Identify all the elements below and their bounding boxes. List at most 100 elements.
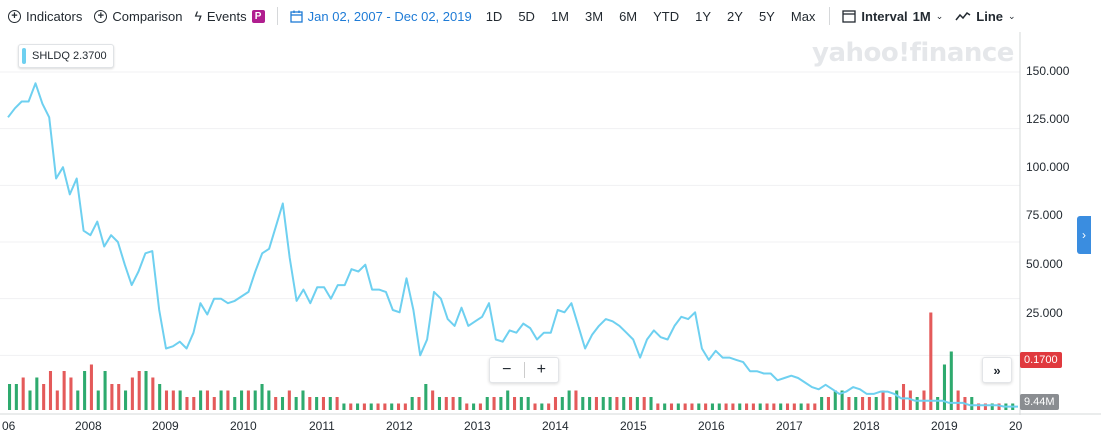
volume-bar <box>499 397 503 410</box>
chevron-right-icon: › <box>1082 228 1086 242</box>
legend-symbol: SHLDQ <box>32 50 70 62</box>
volume-badge: 9.44M <box>1020 394 1059 410</box>
volume-bar <box>48 371 53 410</box>
indicators-button[interactable]: + Indicators <box>0 9 88 24</box>
volume-bar <box>724 403 728 410</box>
range-1m-button[interactable]: 1M <box>550 8 570 24</box>
volume-bar <box>390 403 394 410</box>
x-tick-label: 2009 <box>152 419 179 433</box>
volume-bar <box>792 403 796 410</box>
range-6m-button[interactable]: 6M <box>619 8 638 24</box>
volume-bar <box>751 403 755 410</box>
volume-bar <box>369 403 373 410</box>
comparison-button[interactable]: + Comparison <box>88 9 188 24</box>
volume-bar <box>854 397 858 410</box>
volume-bar <box>888 397 892 410</box>
y-tick-label: 150.000 <box>1026 64 1070 78</box>
volume-bar <box>458 397 462 410</box>
volume-bar <box>171 390 175 410</box>
volume-bar <box>362 403 366 410</box>
x-tick-label: 2012 <box>386 419 413 433</box>
volume-bar <box>246 390 250 410</box>
chart-type-label: Line <box>976 8 1004 24</box>
range-5y-button[interactable]: 5Y <box>758 8 775 24</box>
volume-bar <box>929 312 933 410</box>
volume-bar <box>35 377 39 410</box>
zoom-out-button[interactable]: − <box>502 361 512 378</box>
series-legend[interactable]: SHLDQ 2.3700 <box>18 44 114 68</box>
volume-bar <box>560 397 564 410</box>
volume-bar <box>683 403 687 410</box>
volume-bar <box>635 397 639 410</box>
x-tick-label: 2013 <box>464 419 491 433</box>
yahoo-finance-watermark: yahoo!finance <box>812 38 1014 68</box>
range-5d-button[interactable]: 5D <box>518 8 535 24</box>
range-ytd-button[interactable]: YTD <box>653 8 680 24</box>
volume-bar <box>280 397 285 410</box>
volume-bar <box>867 397 871 410</box>
volume-bar <box>226 390 230 410</box>
volume-bar <box>977 403 981 410</box>
range-2y-button[interactable]: 2Y <box>727 8 743 24</box>
volume-bar <box>669 403 674 410</box>
chart-type-dropdown[interactable]: Line ⌄ <box>949 9 1021 24</box>
volume-bar <box>233 397 237 410</box>
range-1y-button[interactable]: 1Y <box>695 8 712 24</box>
volume-bar <box>690 403 694 410</box>
volume-bar <box>642 397 646 410</box>
volume-bar <box>376 403 380 410</box>
volume-bar <box>308 397 312 410</box>
volume-bar <box>526 397 530 410</box>
volume-bar <box>199 390 203 410</box>
zoom-divider <box>523 362 525 378</box>
legend-value: 2.3700 <box>72 50 107 62</box>
volume-bar <box>567 390 571 410</box>
volume-bar <box>349 403 353 410</box>
volume-bar <box>663 403 667 410</box>
volume-bar <box>287 390 291 410</box>
volume-bar <box>158 384 162 410</box>
zoom-in-button[interactable]: + <box>536 361 546 378</box>
volume-bar <box>76 390 80 410</box>
volume-bar <box>321 397 325 410</box>
volume-bar <box>164 390 169 410</box>
volume-bar <box>28 390 32 410</box>
volume-bar <box>547 403 551 410</box>
volume-bar <box>267 390 271 410</box>
range-1d-button[interactable]: 1D <box>485 8 503 24</box>
volume-bar <box>704 403 708 410</box>
volume-bar <box>69 377 73 410</box>
volume-bar <box>124 390 128 410</box>
range-max-button[interactable]: Max <box>790 8 816 24</box>
volume-bar <box>185 397 189 410</box>
volume-bar <box>874 397 878 410</box>
side-panel-toggle[interactable]: › <box>1077 216 1091 254</box>
volume-bar <box>608 397 612 410</box>
volume-bar <box>983 403 987 410</box>
events-button[interactable]: ϟ Events P <box>188 8 270 24</box>
volume-bar <box>601 397 605 410</box>
volume-bar <box>629 397 633 410</box>
volume-bar <box>21 377 25 410</box>
volume-bar <box>260 384 264 410</box>
volume-bar <box>103 371 107 410</box>
calendar-icon <box>289 10 303 23</box>
volume-bar <box>533 403 537 410</box>
volume-bar <box>806 403 810 410</box>
volume-bar <box>956 390 960 410</box>
volume-bar <box>492 397 496 410</box>
x-tick-label: 2019 <box>931 419 958 433</box>
volume-bar <box>110 384 114 410</box>
interval-dropdown[interactable]: Interval 1M ⌄ <box>836 9 949 24</box>
date-range-button[interactable]: Jan 02, 2007 - Dec 02, 2019 <box>284 9 478 24</box>
volume-bar <box>444 397 448 410</box>
volume-bar <box>881 390 885 410</box>
y-tick-label: 50.000 <box>1026 257 1063 271</box>
range-3m-button[interactable]: 3M <box>585 8 604 24</box>
interval-label: Interval <box>861 8 908 24</box>
volume-bar <box>758 403 762 410</box>
x-tick-label: 2016 <box>698 419 725 433</box>
scroll-to-latest-button[interactable]: » <box>982 357 1012 383</box>
interval-value: 1M <box>912 8 931 24</box>
